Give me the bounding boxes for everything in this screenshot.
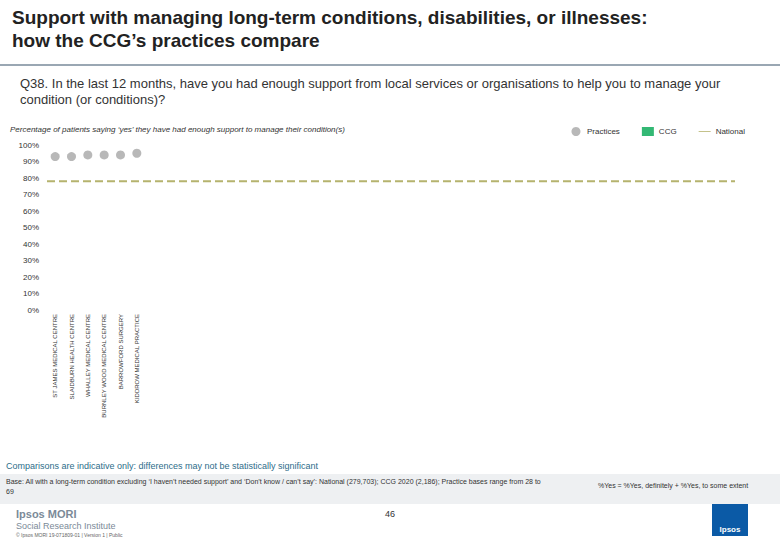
svg-text:KIDDROW MEDICAL PRACTICE: KIDDROW MEDICAL PRACTICE (134, 314, 140, 403)
html-text:Q38. In the last 12 months, ha: Q38. In the last 12 months, have you had… (20, 76, 721, 107)
html-text:Base: All with a long-term con: Base: All with a long-term condition exc… (6, 478, 541, 495)
svg-text:50%: 50% (23, 223, 39, 232)
svg-text:30%: 30% (23, 256, 39, 265)
svg-text:100%: 100% (19, 141, 39, 150)
svg-text:10%: 10% (23, 289, 39, 298)
html-text:46: 46 (385, 509, 395, 519)
html-text:Social Research Institute: Social Research Institute (16, 521, 116, 531)
svg-text:CCG: CCG (659, 127, 677, 136)
svg-text:Practices: Practices (587, 127, 620, 136)
svg-text:National: National (716, 127, 746, 136)
html-text:Comparisons are indicative onl: Comparisons are indicative only: differe… (6, 461, 318, 471)
svg-text:20%: 20% (23, 273, 39, 282)
svg-text:BARROWFORD SURGERY: BARROWFORD SURGERY (118, 314, 124, 389)
svg-text:ST JAMES MEDICAL CENTRE: ST JAMES MEDICAL CENTRE (52, 314, 58, 398)
svg-text:40%: 40% (23, 240, 39, 249)
html-text:Ipsos: Ipsos (719, 525, 741, 534)
html-text:© Ipsos MORI 19-071809-01 | Ve: © Ipsos MORI 19-071809-01 | Version 1 | … (16, 532, 123, 538)
svg-text:80%: 80% (23, 174, 39, 183)
svg-text:BURNLEY WOOD MEDICAL CENTRE: BURNLEY WOOD MEDICAL CENTRE (101, 314, 107, 418)
svg-text:90%: 90% (23, 157, 39, 166)
svg-text:SLAIDBURN HEALTH CENTRE: SLAIDBURN HEALTH CENTRE (69, 314, 75, 400)
svg-text:60%: 60% (23, 207, 39, 216)
svg-text:0%: 0% (27, 306, 39, 315)
html-text:%Yes = %Yes, definitely + %Yes: %Yes = %Yes, definitely + %Yes, to some … (598, 482, 749, 489)
html-text:Ipsos MORI: Ipsos MORI (16, 508, 77, 520)
html-text:Support with managing long-ter: Support with managing long-term conditio… (12, 7, 648, 51)
html-text:Percentage of patients saying: Percentage of patients saying ‘yes’ they… (10, 125, 345, 134)
svg-text:WHALLEY MEDICAL CENTRE: WHALLEY MEDICAL CENTRE (85, 314, 91, 397)
svg-text:70%: 70% (23, 190, 39, 199)
